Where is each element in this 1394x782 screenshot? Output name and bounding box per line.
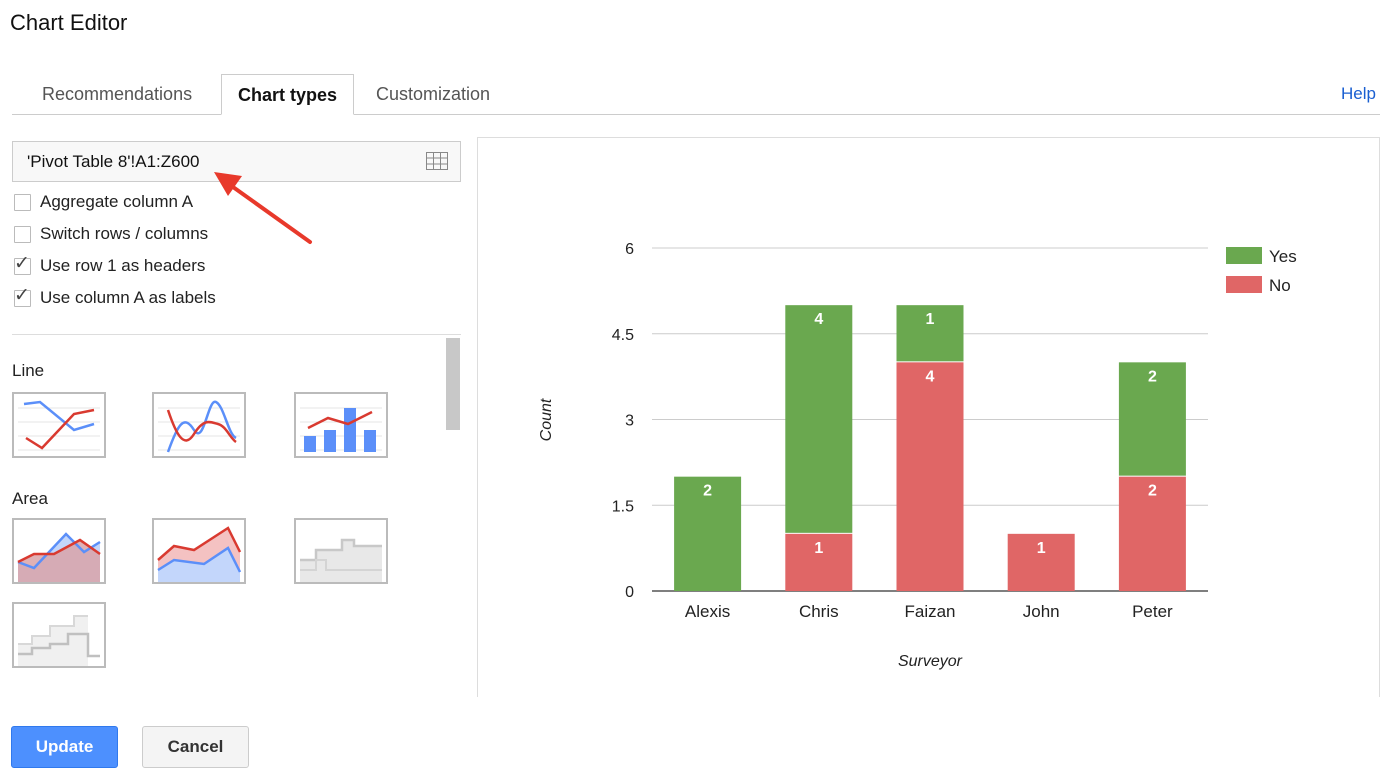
chart-type-stepped-area-stacked-thumbnail[interactable] — [12, 602, 106, 668]
cancel-button[interactable]: Cancel — [142, 726, 249, 768]
x-tick-label: Peter — [1132, 602, 1173, 621]
option-label: Use row 1 as headers — [40, 256, 206, 275]
x-axis-title: Surveyor — [898, 653, 963, 670]
chart-type-combo-thumbnail[interactable] — [294, 392, 388, 458]
options-divider — [12, 334, 461, 335]
grid-icon[interactable] — [426, 152, 448, 170]
legend-swatch-no — [1226, 276, 1262, 293]
bar-yes — [785, 305, 853, 533]
bar-yes — [1118, 362, 1186, 476]
legend-label-yes: Yes — [1269, 247, 1297, 266]
bar-no — [896, 362, 964, 591]
x-tick-label: John — [1023, 602, 1060, 621]
checkmark-icon: ✓ — [14, 284, 30, 306]
y-tick-label: 6 — [625, 241, 634, 258]
chart-type-smooth-line-thumbnail[interactable] — [152, 392, 246, 458]
y-tick-label: 4.5 — [612, 327, 634, 344]
checkbox[interactable]: ✓ — [14, 285, 31, 307]
window-title: Chart Editor — [10, 10, 128, 35]
stepped-area-chart-icon — [300, 538, 382, 582]
combo-chart-icon — [300, 407, 382, 452]
y-tick-label: 3 — [625, 413, 634, 430]
bar-no — [1118, 476, 1186, 591]
checkbox[interactable] — [14, 225, 31, 243]
section-label-line: Line — [12, 361, 45, 380]
checkmark-icon: ✓ — [14, 252, 30, 274]
bar-yes — [674, 476, 742, 591]
data-label-no: 4 — [926, 368, 935, 385]
area-chart-icon — [17, 532, 101, 582]
red-arrow-annotation — [214, 172, 312, 244]
chart-type-area-thumbnail[interactable] — [12, 518, 106, 584]
option-label: Switch rows / columns — [40, 224, 209, 243]
x-tick-label: Faizan — [904, 602, 955, 621]
data-label-no: 2 — [1148, 483, 1157, 500]
checkbox[interactable]: ✓ — [14, 253, 31, 275]
x-tick-label: Alexis — [685, 602, 730, 621]
data-label-yes: 1 — [926, 311, 935, 328]
smooth-line-chart-icon — [158, 400, 240, 453]
checkbox[interactable] — [14, 193, 31, 211]
update-button[interactable]: Update — [11, 726, 118, 768]
chart-type-line-thumbnail[interactable] — [12, 392, 106, 458]
stacked-area-chart-icon — [157, 526, 242, 582]
help-link[interactable]: Help — [1341, 84, 1376, 103]
bar-yes — [896, 305, 964, 362]
scrollbar-thumb[interactable] — [446, 338, 460, 430]
stepped-area-stacked-chart-icon — [18, 615, 100, 666]
tab-customization[interactable]: Customization — [376, 84, 491, 104]
data-label-yes: 4 — [814, 311, 823, 328]
option-label: Use column A as labels — [40, 288, 216, 307]
legend-label-no: No — [1269, 276, 1291, 295]
stacked-column-chart: 0 1.5 3 4.5 6 2 Alexis 1 4 Chris 4 1 Faizan 1 John 2 2 Pe… — [538, 241, 1297, 670]
data-label-no: 1 — [814, 540, 823, 557]
option-use-row-1-as-headers[interactable]: ✓ Use row 1 as headers — [14, 253, 206, 277]
chart-type-stepped-area-thumbnail[interactable] — [294, 518, 388, 584]
option-switch-rows-columns[interactable]: Switch rows / columns — [14, 223, 208, 245]
bar-no — [1007, 533, 1075, 591]
option-label: Aggregate column A — [40, 192, 194, 211]
option-use-column-a-as-labels[interactable]: ✓ Use column A as labels — [14, 285, 216, 309]
y-axis-title: Count — [538, 398, 555, 441]
option-aggregate-column-a[interactable]: Aggregate column A — [14, 191, 193, 213]
tab-chart-types[interactable]: Chart types — [221, 74, 355, 115]
y-tick-label: 1.5 — [612, 498, 634, 515]
data-label-no: 1 — [1037, 540, 1046, 557]
tab-recommendations[interactable]: Recommendations — [42, 84, 193, 104]
chart-preview-panel: 0 1.5 3 4.5 6 2 Alexis 1 4 Chris 4 1 Faizan 1 John 2 2 Pe… — [477, 137, 1380, 697]
tab-bar-divider — [12, 114, 1380, 115]
data-label-yes: 2 — [703, 483, 712, 500]
bar-no — [785, 533, 853, 591]
chart-type-stacked-area-thumbnail[interactable] — [152, 518, 246, 584]
line-chart-icon — [18, 400, 100, 451]
y-tick-label: 0 — [625, 584, 634, 601]
section-label-area: Area — [12, 489, 48, 508]
data-range-value[interactable]: 'Pivot Table 8'!A1:Z600 — [27, 152, 200, 171]
legend-swatch-yes — [1226, 247, 1262, 264]
x-tick-label: Chris — [799, 602, 839, 621]
data-label-yes: 2 — [1148, 368, 1157, 385]
data-range-input[interactable]: 'Pivot Table 8'!A1:Z600 — [12, 141, 461, 182]
